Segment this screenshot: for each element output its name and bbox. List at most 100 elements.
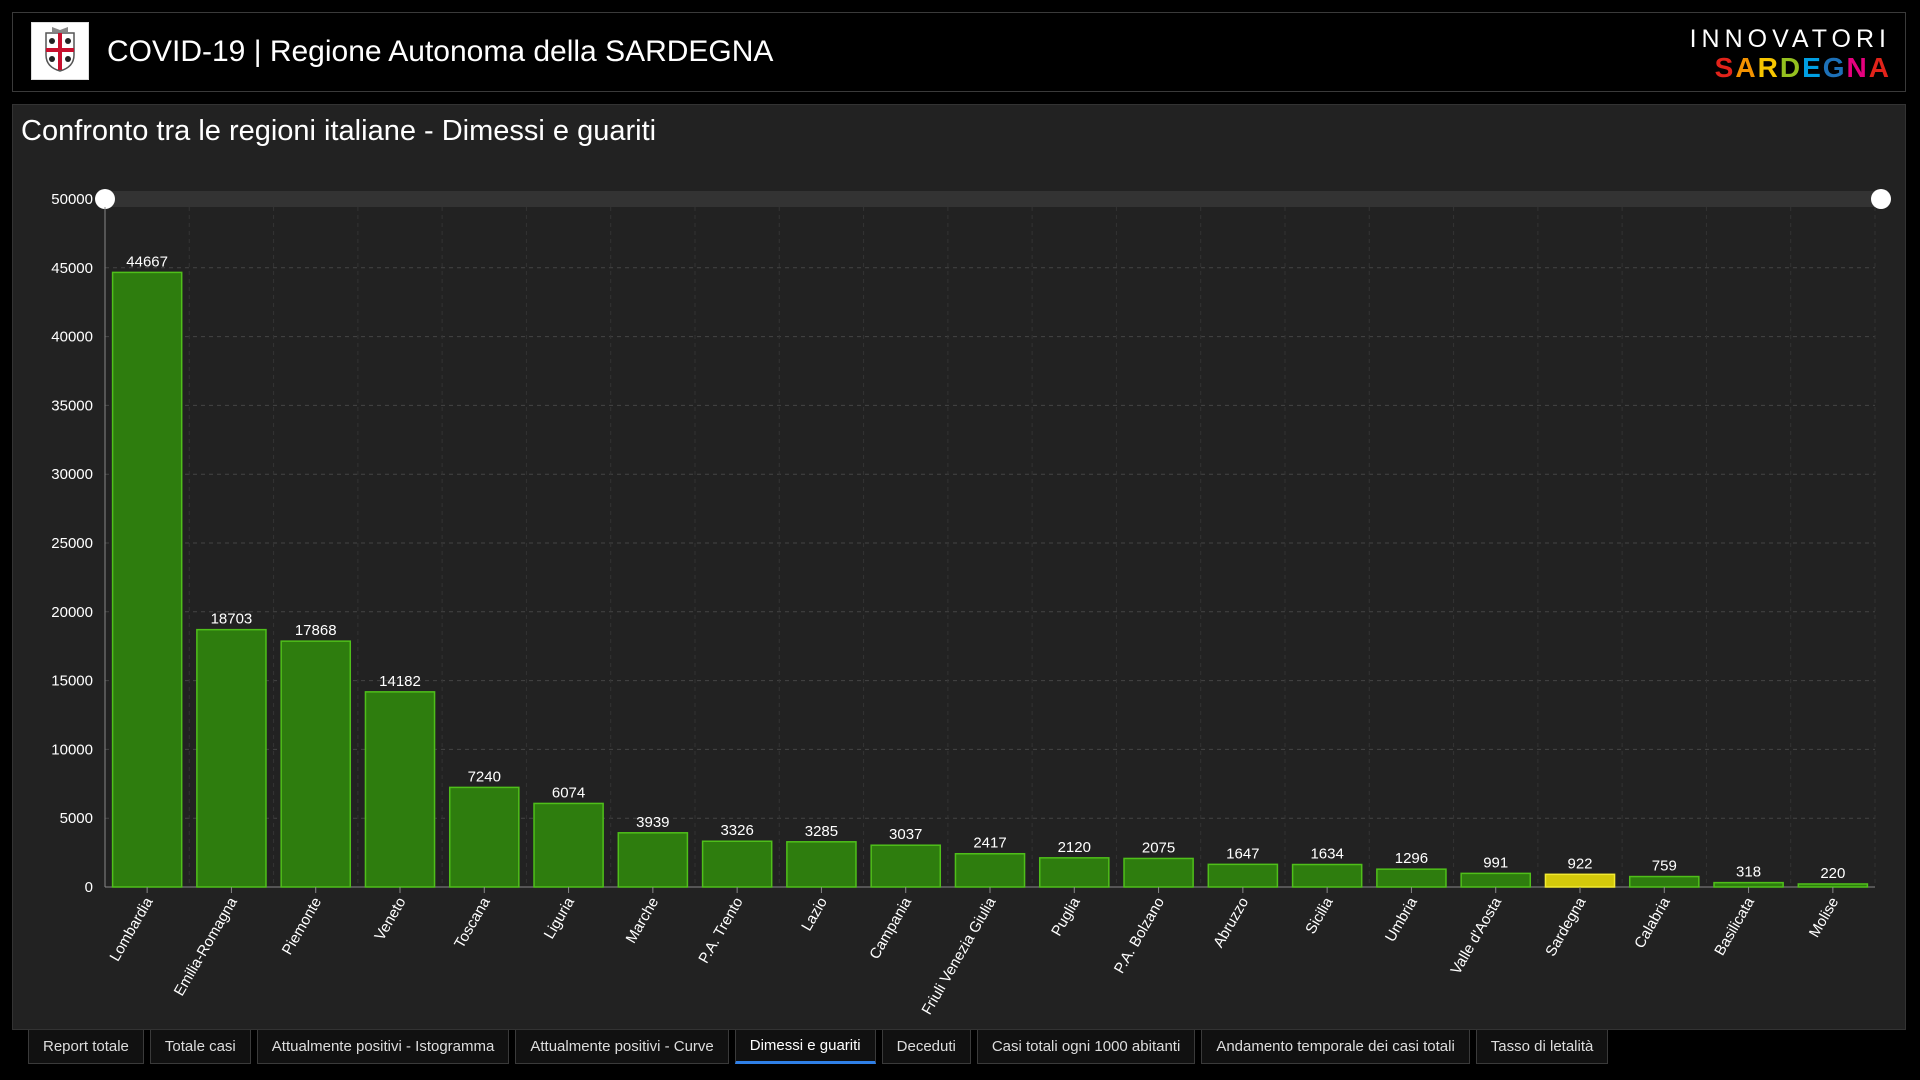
- bar-lazio[interactable]: [786, 841, 857, 888]
- bar-toscana[interactable]: [448, 786, 520, 888]
- tab-attualmente-positivi-curve[interactable]: Attualmente positivi - Curve: [515, 1030, 729, 1064]
- x-tick-label: P.A. Bolzano: [1111, 895, 1168, 977]
- data-label: 2075: [1142, 839, 1175, 856]
- x-tick-label: Sicilia: [1302, 894, 1337, 937]
- bar-friuli-venezia-giulia[interactable]: [954, 852, 1026, 888]
- y-tick-label: 40000: [51, 329, 93, 346]
- y-tick-label: 30000: [51, 466, 93, 483]
- app-title: COVID-19 | Regione Autonoma della SARDEG…: [107, 35, 774, 68]
- y-tick-label: 15000: [51, 673, 93, 690]
- view-tabs: Report totale Totale casi Attualmente posi…: [28, 1030, 1609, 1066]
- x-tick-label: Piemonte: [279, 895, 325, 958]
- data-label: 759: [1652, 858, 1677, 875]
- region-coat-of-arms-logo: [31, 22, 89, 80]
- innovatori-sardegna-logo: INNOVATORI SARDEGNA: [1690, 25, 1891, 83]
- x-tick-label: Umbria: [1382, 894, 1421, 945]
- y-tick-label: 5000: [60, 810, 93, 827]
- bar-lombardia[interactable]: [111, 271, 183, 888]
- brand-letter: N: [1846, 52, 1869, 83]
- data-label: 220: [1820, 865, 1845, 882]
- bar-calabria[interactable]: [1628, 875, 1700, 888]
- tab-deceduti[interactable]: Deceduti: [881, 1030, 971, 1064]
- bar-chart: 0 5000 10000 15000 20000 25000 30000 35000 40000…: [51, 189, 1891, 1018]
- tab-casi-totali-ogni-1000-abitanti[interactable]: Casi totali ogni 1000 abitanti: [976, 1030, 1196, 1064]
- brand-letter: A: [1868, 52, 1891, 83]
- bar-p-a-bolzano[interactable]: [1123, 857, 1194, 888]
- data-label: 17868: [295, 622, 337, 639]
- x-tick-label: P.A. Trento: [695, 895, 746, 967]
- data-label: 3285: [805, 823, 838, 840]
- data-label: 3326: [720, 822, 753, 839]
- data-label: 1647: [1226, 845, 1259, 862]
- y-tick-label: 35000: [51, 397, 93, 414]
- bar-p-a-trento[interactable]: [701, 840, 773, 888]
- bar-basilicata[interactable]: [1713, 881, 1784, 888]
- brand-letter: R: [1757, 52, 1780, 83]
- x-tick-label: Abruzzo: [1210, 895, 1252, 951]
- data-label: 44667: [126, 253, 168, 270]
- x-tick-label: Sardegna: [1542, 894, 1590, 959]
- bar-sicilia[interactable]: [1291, 863, 1363, 888]
- y-tick-label: 25000: [51, 535, 93, 552]
- brand-bottom-text: SARDEGNA: [1690, 53, 1891, 83]
- x-tick-label: Toscana: [451, 894, 494, 951]
- x-tick-label: Veneto: [371, 895, 409, 944]
- bar-campania[interactable]: [870, 844, 942, 888]
- data-label: 6074: [552, 784, 585, 801]
- tab-andamento-temporale-dei-casi-totali[interactable]: Andamento temporale dei casi totali: [1201, 1030, 1470, 1064]
- panel-title: Confronto tra le regioni italiane - Dime…: [21, 115, 657, 147]
- bar-liguria[interactable]: [533, 802, 604, 888]
- bar-marche[interactable]: [617, 832, 689, 888]
- range-slider-track: [105, 191, 1881, 207]
- chart-panel: Confronto tra le regioni italiane - Dime…: [12, 104, 1906, 1030]
- bar-sardegna[interactable]: [1544, 873, 1616, 888]
- data-label: 7240: [468, 768, 501, 785]
- x-tick-label: Liguria: [541, 894, 579, 942]
- brand-letter: G: [1822, 52, 1847, 83]
- bar-valle-d-aosta[interactable]: [1460, 872, 1532, 888]
- data-label: 3939: [636, 814, 669, 831]
- bar-abruzzo[interactable]: [1207, 863, 1279, 888]
- x-tick-label: Lazio: [798, 895, 831, 935]
- bar-piemonte[interactable]: [280, 640, 352, 888]
- y-tick-label: 10000: [51, 741, 93, 758]
- x-tick-label: Molise: [1806, 895, 1842, 941]
- data-label: 1296: [1395, 850, 1428, 867]
- y-tick-label: 20000: [51, 604, 93, 621]
- brand-letter: A: [1735, 52, 1758, 83]
- data-label: 14182: [379, 673, 421, 690]
- data-label: 3037: [889, 826, 922, 843]
- brand-letter: D: [1779, 52, 1803, 83]
- bar-puglia[interactable]: [1038, 857, 1110, 888]
- x-tick-label: Friuli Venezia Giulia: [918, 894, 999, 1018]
- tab-dimessi-e-guariti[interactable]: Dimessi e guariti: [734, 1030, 876, 1064]
- x-tick-label: Valle d'Aosta: [1447, 894, 1505, 978]
- bar-veneto[interactable]: [364, 691, 436, 888]
- data-label: 2417: [973, 835, 1006, 852]
- brand-letter: E: [1802, 52, 1823, 83]
- range-slider-left-handle[interactable]: [95, 189, 115, 209]
- tab-attualmente-positivi-istogramma[interactable]: Attualmente positivi - Istogramma: [256, 1030, 510, 1064]
- bar-emilia-romagna[interactable]: [196, 628, 267, 888]
- tab-totale-casi[interactable]: Totale casi: [149, 1030, 251, 1064]
- tab-tasso-di-letalit[interactable]: Tasso di letalità: [1475, 1030, 1609, 1064]
- data-label: 991: [1483, 854, 1508, 871]
- bar-molise[interactable]: [1797, 883, 1869, 888]
- data-label: 922: [1567, 855, 1592, 872]
- y-tick-label: 0: [85, 879, 93, 896]
- x-tick-label: Marche: [623, 895, 663, 947]
- x-tick-label: Campania: [866, 894, 915, 962]
- data-label: 1634: [1310, 846, 1343, 863]
- data-label: 18703: [211, 611, 253, 628]
- range-slider-right-handle[interactable]: [1871, 189, 1891, 209]
- app-header: COVID-19 | Regione Autonoma della SARDEG…: [12, 12, 1906, 92]
- brand-letter: S: [1714, 52, 1736, 83]
- brand-top-text: INNOVATORI: [1689, 25, 1891, 53]
- x-tick-label: Calabria: [1631, 894, 1674, 951]
- tab-report-totale[interactable]: Report totale: [28, 1030, 144, 1064]
- x-tick-label: Emilia-Romagna: [171, 894, 241, 999]
- y-tick-label: 45000: [51, 260, 93, 277]
- x-tick-label: Basilicata: [1711, 894, 1758, 959]
- bar-umbria[interactable]: [1376, 868, 1447, 888]
- data-label: 318: [1736, 864, 1761, 881]
